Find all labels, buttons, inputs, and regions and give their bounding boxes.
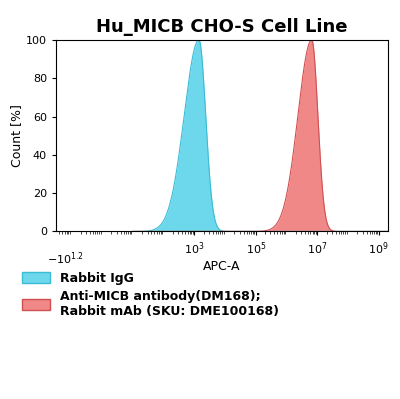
Legend: Rabbit IgG, Anti-MICB antibody(DM168);
Rabbit mAb (SKU: DME100168): Rabbit IgG, Anti-MICB antibody(DM168); R… bbox=[22, 272, 279, 318]
Text: $-10^{1.2}$: $-10^{1.2}$ bbox=[47, 251, 84, 267]
Y-axis label: Count [%]: Count [%] bbox=[10, 104, 23, 167]
Title: Hu_MICB CHO-S Cell Line: Hu_MICB CHO-S Cell Line bbox=[96, 18, 348, 36]
X-axis label: APC-A: APC-A bbox=[203, 260, 241, 273]
